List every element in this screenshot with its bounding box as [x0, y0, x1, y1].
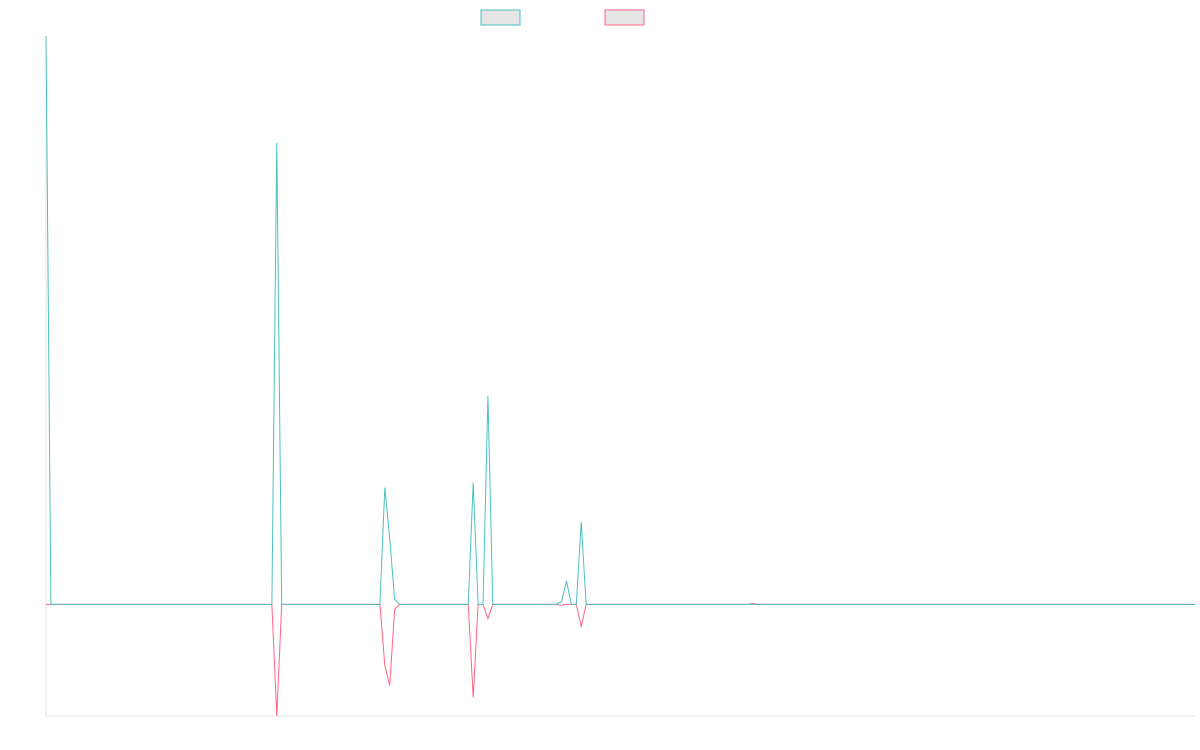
series-line-2 — [46, 602, 1195, 717]
legend-swatch-series-2[interactable] — [604, 9, 645, 26]
axes — [45, 36, 1195, 717]
legend-swatch-series-1[interactable] — [480, 9, 521, 26]
series-line-1 — [45, 35, 1195, 605]
series-layer — [45, 35, 1195, 717]
legend — [480, 9, 645, 26]
